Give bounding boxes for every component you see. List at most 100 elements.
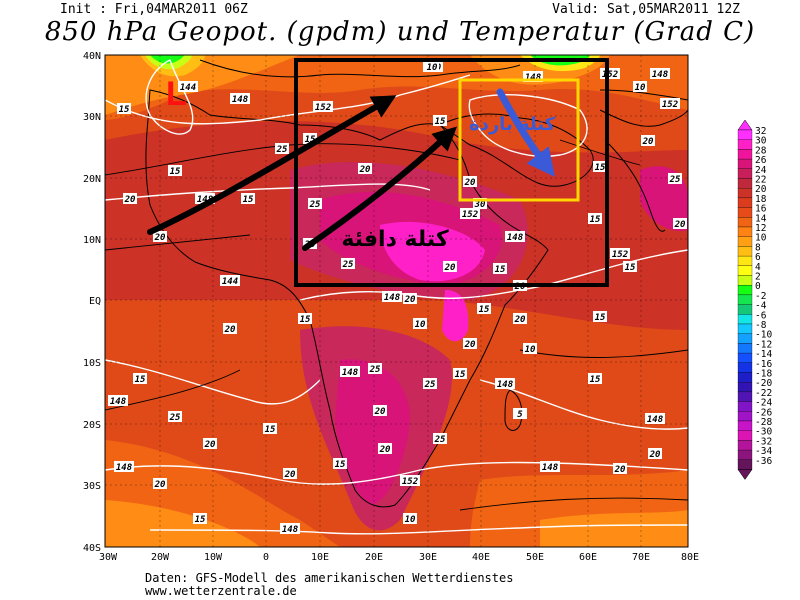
temperature-label: 25 xyxy=(341,258,355,270)
temperature-label: 25 xyxy=(308,198,322,210)
temperature-label: 25 xyxy=(423,378,437,390)
svg-text:25: 25 xyxy=(424,380,436,390)
svg-text:20: 20 xyxy=(374,407,386,417)
svg-text:152: 152 xyxy=(612,250,628,260)
svg-text:20: 20 xyxy=(204,440,216,450)
colorbar-swatch xyxy=(737,430,753,441)
lon-label: 30W xyxy=(99,552,118,563)
geopotential-label: 148 xyxy=(108,395,128,407)
temperature-label: 25 xyxy=(368,363,382,375)
temperature-label: 15 xyxy=(433,115,447,127)
colorbar-label: -16 xyxy=(755,359,772,370)
temperature-label: 15 xyxy=(593,161,607,173)
temperature-label: 10 xyxy=(633,81,647,93)
svg-text:10: 10 xyxy=(427,63,438,73)
map-frame xyxy=(104,54,689,548)
colorbar-swatch xyxy=(737,275,753,286)
cold-mass-box xyxy=(458,78,580,202)
colorbar-swatch xyxy=(737,343,753,354)
temperature-label: 15 xyxy=(453,368,467,380)
colorbar-swatch xyxy=(737,401,753,412)
geopotential-label: 148 xyxy=(382,291,402,303)
colorbar-swatch xyxy=(737,294,753,305)
colorbar-swatch xyxy=(737,246,753,257)
svg-text:15: 15 xyxy=(435,117,446,127)
svg-text:152: 152 xyxy=(315,103,331,113)
temperature-label: 20 xyxy=(153,231,167,243)
svg-text:25: 25 xyxy=(309,200,321,210)
svg-text:5: 5 xyxy=(517,410,523,420)
lon-label: 30E xyxy=(419,552,437,563)
geopotential-label: 152 xyxy=(400,475,420,487)
svg-text:25: 25 xyxy=(276,145,288,155)
svg-text:10: 10 xyxy=(525,345,536,355)
website-credit: www.wetterzentrale.de xyxy=(145,584,297,598)
colorbar-label: 28 xyxy=(755,145,767,156)
temperature-label: 15 xyxy=(588,373,602,385)
geopotential-label: 148 xyxy=(340,366,360,378)
svg-text:10: 10 xyxy=(415,320,426,330)
lat-label: 30N xyxy=(83,112,101,123)
svg-text:148: 148 xyxy=(647,415,663,425)
lat-label: 10S xyxy=(83,358,101,369)
temperature-label: 20 xyxy=(203,438,217,450)
colorbar-label: 18 xyxy=(755,194,767,205)
temperature-label: 20 xyxy=(123,193,137,205)
temperature-label: 10 xyxy=(403,513,417,525)
colorbar-label: -20 xyxy=(755,378,772,389)
colorbar-swatch xyxy=(737,304,753,315)
lon-label: 40E xyxy=(472,552,490,563)
temperature-label: 15 xyxy=(623,261,637,273)
svg-text:15: 15 xyxy=(300,315,311,325)
colorbar-label: 16 xyxy=(755,204,767,215)
temperature-label: 15 xyxy=(193,513,207,525)
colorbar-label: -34 xyxy=(755,446,772,457)
geopotential-label: 148 xyxy=(540,461,560,473)
temperature-label: 20 xyxy=(373,405,387,417)
low-pressure-marker: L xyxy=(166,75,187,113)
svg-text:15: 15 xyxy=(590,215,601,225)
temperature-colorbar: 32302826242220181614121086420-2-4-6-8-10… xyxy=(737,119,772,480)
svg-text:15: 15 xyxy=(625,263,636,273)
lat-label: 40S xyxy=(83,543,101,554)
svg-text:15: 15 xyxy=(305,135,316,145)
geopotential-label: 148 xyxy=(195,193,215,205)
colorbar-label: 20 xyxy=(755,184,767,195)
colorbar-label: -24 xyxy=(755,398,772,409)
svg-text:20: 20 xyxy=(614,465,626,475)
colorbar-swatch xyxy=(737,323,753,334)
colorbar-swatch xyxy=(737,449,753,460)
colorbar-swatch xyxy=(737,255,753,266)
colorbar-label: -22 xyxy=(755,388,772,399)
lon-label: 0 xyxy=(263,552,269,563)
svg-text:15: 15 xyxy=(595,313,606,323)
svg-text:148: 148 xyxy=(507,233,523,243)
colorbar-label: -6 xyxy=(755,310,767,321)
colorbar-swatch xyxy=(737,129,753,140)
geopotential-label: 152 xyxy=(660,98,680,110)
colorbar-swatch xyxy=(737,265,753,276)
colorbar-swatch xyxy=(737,372,753,383)
svg-text:20: 20 xyxy=(514,315,526,325)
geopotential-label: 148 xyxy=(523,71,543,83)
svg-text:15: 15 xyxy=(479,305,490,315)
lon-label: 20E xyxy=(365,552,383,563)
temperature-label: 15 xyxy=(133,373,147,385)
svg-text:20: 20 xyxy=(359,165,371,175)
svg-text:148: 148 xyxy=(384,293,400,303)
temperature-label: 15 xyxy=(298,313,312,325)
geopotential-labels: 1441481521401481521481521481521481521441… xyxy=(108,61,680,535)
geopotential-label: 152 xyxy=(460,208,480,220)
temperature-label: 15 xyxy=(593,311,607,323)
colorbar-swatch xyxy=(737,226,753,237)
svg-text:15: 15 xyxy=(495,265,506,275)
svg-text:15: 15 xyxy=(335,460,346,470)
svg-text:148: 148 xyxy=(110,397,126,407)
geopotential-label: 152 xyxy=(600,68,620,80)
geopotential-label: 144 xyxy=(178,81,198,93)
geopotential-label: 148 xyxy=(230,93,250,105)
svg-text:15: 15 xyxy=(119,105,130,115)
lon-label: 10W xyxy=(204,552,223,563)
colorbar-swatch xyxy=(737,178,753,189)
temperature-label: 25 xyxy=(668,173,682,185)
